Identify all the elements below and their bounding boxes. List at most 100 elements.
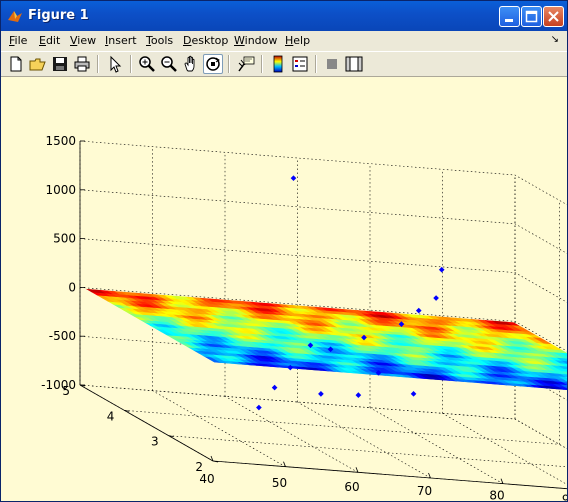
menu-desktop[interactable]: Desktop <box>183 34 229 47</box>
menu-help[interactable]: Help <box>285 34 311 47</box>
toolbar-separator <box>261 55 263 73</box>
insert-colorbar-icon <box>273 55 283 73</box>
tick-mark <box>168 435 174 438</box>
data-cursor-button[interactable] <box>236 54 256 74</box>
new-figure-icon <box>10 56 22 72</box>
minimize-button[interactable] <box>499 6 520 27</box>
pan-button[interactable] <box>181 54 201 74</box>
grid-line <box>79 384 516 420</box>
print-icon <box>74 56 90 72</box>
scatter-point <box>256 404 262 411</box>
show-plot-tools-button[interactable] <box>344 54 364 74</box>
tick-mark <box>500 478 504 484</box>
grid-line <box>442 413 567 485</box>
tick-mark <box>124 409 130 412</box>
tick-mark <box>428 472 431 479</box>
menu-edit[interactable]: Edit <box>39 34 61 47</box>
grid-line <box>152 390 286 467</box>
menu-view[interactable]: View <box>70 34 97 47</box>
zoom-out-button[interactable] <box>159 54 179 74</box>
grid-line <box>79 287 516 322</box>
y-tick-label: 2 <box>195 460 203 474</box>
open-file-icon <box>29 58 46 71</box>
axis-line <box>212 460 567 490</box>
print-button[interactable] <box>72 54 92 74</box>
minimize-icon <box>505 19 513 22</box>
scatter-point <box>410 390 417 397</box>
save-icon <box>53 57 67 71</box>
scatter-point <box>290 175 297 181</box>
surface-patch <box>559 352 567 357</box>
surface-patch <box>561 381 567 386</box>
scatter-series <box>256 175 445 411</box>
surface-patch <box>561 360 567 365</box>
surface-patch <box>563 357 567 362</box>
rotate-3d-icon <box>206 57 220 71</box>
surface-patch <box>563 378 567 384</box>
scatter-point <box>415 307 422 314</box>
grid-line <box>168 435 567 468</box>
grid-line <box>369 407 504 484</box>
window-title: Figure 1 <box>28 8 89 23</box>
grid-line <box>224 396 359 473</box>
axis-line <box>79 384 214 462</box>
surface-patch <box>563 368 567 373</box>
scatter-point <box>327 346 334 353</box>
menu-window[interactable]: Window <box>234 34 278 47</box>
save-button[interactable] <box>50 54 70 74</box>
grid-line <box>124 410 560 445</box>
edit-plot-icon <box>110 55 122 73</box>
zoom-in-icon <box>139 56 155 72</box>
grid-line <box>212 460 567 489</box>
z-tick-label: 1000 <box>45 183 76 197</box>
y-tick-label: 3 <box>151 435 159 449</box>
scatter-point <box>433 295 439 301</box>
x-tick-label: 90 <box>562 492 567 501</box>
title-bar[interactable]: Figure 1 <box>1 1 567 31</box>
new-figure-button[interactable] <box>6 54 26 74</box>
z-tick-label: 500 <box>53 232 76 246</box>
axes-3d[interactable]: -1000-5000500100015002345405060708090100 <box>1 77 567 501</box>
menu-file[interactable]: File <box>9 34 28 47</box>
maximize-button[interactable] <box>521 6 542 27</box>
tick-mark <box>210 455 214 462</box>
surface-plot <box>85 288 567 392</box>
rotate-3d-button[interactable] <box>203 54 223 74</box>
grid-line <box>79 335 516 371</box>
scatter-point <box>287 364 294 371</box>
dock-arrow-icon[interactable]: ↘ <box>550 34 559 45</box>
matlab-icon <box>8 11 22 22</box>
open-file-button[interactable] <box>28 54 48 74</box>
edit-plot-button[interactable] <box>105 54 125 74</box>
x-tick-label: 50 <box>272 476 287 490</box>
grid-line <box>79 238 516 273</box>
scatter-point <box>361 334 367 341</box>
hide-plot-tools-button[interactable] <box>322 54 342 74</box>
surface-bands <box>85 288 567 392</box>
z-tick-label: -1000 <box>41 378 76 392</box>
tick-labels: -1000-5000500100015002345405060708090100 <box>41 134 567 501</box>
tick-mark <box>283 461 286 467</box>
toolbar-separator <box>130 55 132 73</box>
surface-patch <box>561 370 567 375</box>
x-tick-label: 60 <box>344 480 359 494</box>
data-cursor-icon <box>238 56 255 72</box>
menu-tools[interactable]: Tools <box>146 34 174 47</box>
figure-canvas[interactable]: -1000-5000500100015002345405060708090100 <box>1 77 567 501</box>
tick-mark <box>355 467 359 473</box>
surface-patch <box>559 362 567 367</box>
insert-colorbar-button[interactable] <box>268 54 288 74</box>
insert-legend-button[interactable] <box>290 54 310 74</box>
menu-insert[interactable]: Insert <box>105 34 137 47</box>
surface-patch <box>506 321 520 326</box>
x-tick-label: 40 <box>199 472 214 486</box>
zoom-out-icon <box>161 56 177 72</box>
z-tick-label: -500 <box>49 329 76 343</box>
close-button[interactable] <box>543 6 564 27</box>
tick-mark <box>79 384 86 387</box>
grid-line <box>297 401 431 479</box>
grid-line <box>514 418 567 450</box>
zoom-in-button[interactable] <box>137 54 157 74</box>
y-tick-label: 5 <box>62 384 70 398</box>
